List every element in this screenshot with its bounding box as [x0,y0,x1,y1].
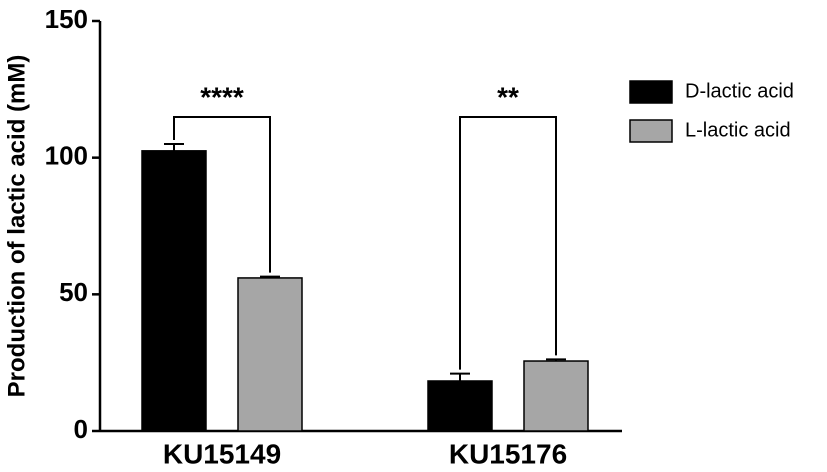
significance-label: ** [497,81,519,112]
y-tick-label: 150 [45,4,88,34]
x-tick-label: KU15176 [449,438,567,469]
error-bar [260,275,280,278]
error-bar [450,372,470,381]
y-tick-label: 0 [74,414,88,444]
y-tick-label: 100 [45,141,88,171]
legend-label: L-lactic acid [685,119,791,141]
error-bar [164,143,184,151]
legend-swatch [629,80,673,104]
significance-bracket [459,116,557,370]
legend-swatch [629,119,673,143]
bar [237,277,303,432]
error-bar [546,358,566,362]
significance-label: **** [200,81,244,112]
y-axis-label: Production of lactic acid (mM) [3,55,30,398]
y-tick-label: 50 [59,277,88,307]
bar [427,380,493,432]
legend-label: D-lactic acid [685,80,794,102]
x-tick-label: KU15149 [163,438,281,469]
bar [523,360,589,432]
significance-bracket [173,116,271,273]
bar [141,150,207,432]
